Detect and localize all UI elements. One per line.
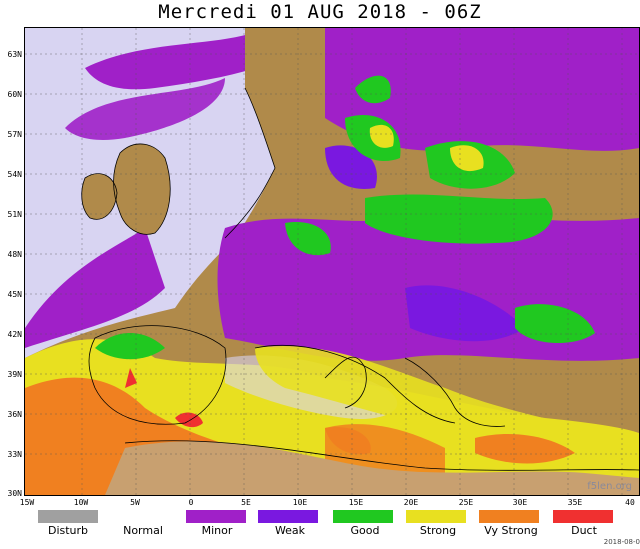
legend-label-minor: Minor xyxy=(201,524,233,537)
lat-label-63n: 63N xyxy=(7,50,22,59)
lat-label-30n: 30N xyxy=(7,489,22,498)
map-title: Mercredi 01 AUG 2018 - 06Z xyxy=(158,1,482,23)
legend-label-disturb: Disturb xyxy=(47,524,89,537)
datestamp: 2018-08-0 xyxy=(603,538,640,546)
lon-label-10w: 10W xyxy=(73,498,89,507)
lat-label-45n: 45N xyxy=(7,290,22,299)
legend-label-good: Good xyxy=(350,524,380,537)
legend-swatch-strong xyxy=(406,510,466,523)
map-canvas xyxy=(25,28,639,495)
legend-label-strong: Strong xyxy=(419,524,457,537)
lat-label-39n: 39N xyxy=(7,370,22,379)
watermark: f5len.org xyxy=(587,481,632,492)
lon-label-20e: 20E xyxy=(403,498,419,507)
legend-label-vy-strong: Vy Strong xyxy=(484,524,538,537)
lon-label-35e: 35E xyxy=(567,498,583,507)
lon-label-15w: 15W xyxy=(19,498,35,507)
legend-swatch-disturb xyxy=(38,510,98,523)
lon-label-30e: 30E xyxy=(512,498,528,507)
legend-label-duct: Duct xyxy=(571,524,597,537)
lat-label-51n: 51N xyxy=(7,210,22,219)
propagation-map xyxy=(24,27,640,496)
lat-label-57n: 57N xyxy=(7,130,22,139)
legend-label-normal: Normal xyxy=(123,524,163,537)
lat-label-36n: 36N xyxy=(7,410,22,419)
legend-swatch-duct xyxy=(553,510,613,523)
legend-label-weak: Weak xyxy=(274,524,306,537)
legend-swatch-normal xyxy=(112,510,172,523)
lat-label-33n: 33N xyxy=(7,450,22,459)
lon-label-5e: 5E xyxy=(241,498,251,507)
lon-label-15e: 15E xyxy=(348,498,364,507)
lon-label-25e: 25E xyxy=(458,498,474,507)
lat-label-60n: 60N xyxy=(7,90,22,99)
legend-swatch-weak xyxy=(258,510,318,523)
lat-label-48n: 48N xyxy=(7,250,22,259)
lon-label-0: 0 xyxy=(188,498,194,507)
legend-swatch-minor xyxy=(186,510,246,523)
lon-label-5w: 5W xyxy=(130,498,140,507)
lon-label-10e: 10E xyxy=(292,498,308,507)
lat-label-54n: 54N xyxy=(7,170,22,179)
legend-swatch-vy-strong xyxy=(479,510,539,523)
lon-label-40: 40 xyxy=(625,498,635,507)
legend-swatch-good xyxy=(333,510,393,523)
lat-label-42n: 42N xyxy=(7,330,22,339)
